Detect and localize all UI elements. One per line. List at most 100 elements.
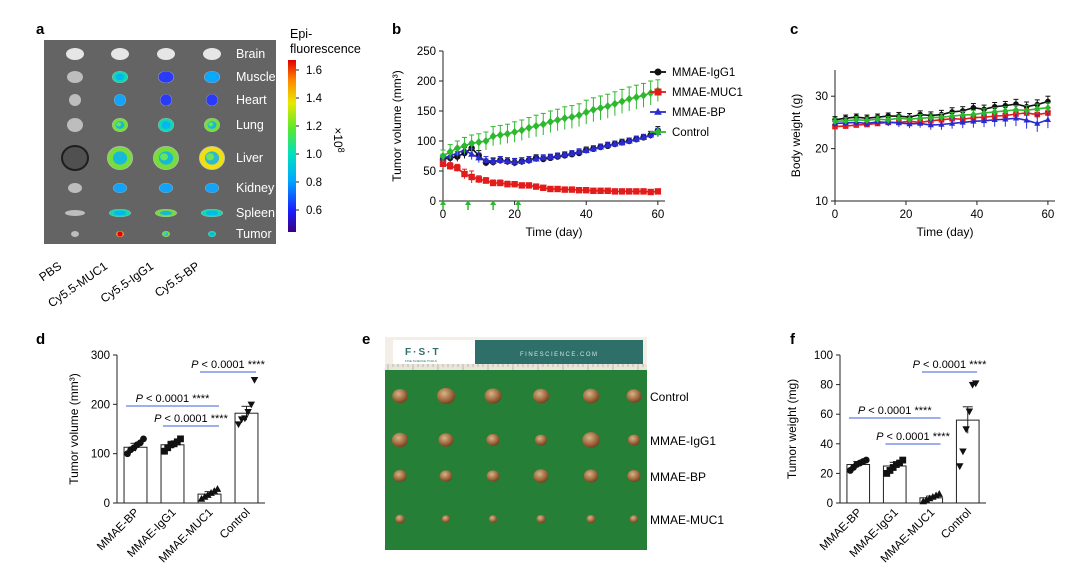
p-value: < 0.0001 **** xyxy=(883,431,950,443)
colorbar-title-1: Epi- xyxy=(290,27,312,41)
data-point xyxy=(959,111,966,119)
ruler-text: FINESCIENCE.COM xyxy=(520,352,599,358)
data-point xyxy=(582,108,590,117)
data-point xyxy=(475,176,483,183)
data-point xyxy=(518,157,526,164)
p-symbol: P xyxy=(154,413,162,425)
organ-brain-0 xyxy=(66,48,84,60)
data-point xyxy=(1034,105,1041,113)
data-point xyxy=(597,103,605,113)
data-point xyxy=(468,139,476,148)
legend-marker xyxy=(654,88,662,96)
x-tick-label: 40 xyxy=(580,209,593,221)
data-point xyxy=(561,186,568,193)
p-value: < 0.0001 **** xyxy=(143,393,210,405)
signal-core-spleen-3 xyxy=(205,210,219,216)
tumor-0-5 xyxy=(626,389,642,403)
data-point xyxy=(927,121,934,128)
data-point xyxy=(853,116,860,124)
signal-heart-1 xyxy=(114,94,126,106)
data-point xyxy=(554,185,561,193)
data-point xyxy=(539,153,547,161)
organ-liver-0 xyxy=(61,145,89,171)
tumor-3-5 xyxy=(629,515,639,523)
y-tick-label: 0 xyxy=(104,498,110,510)
legend-marker xyxy=(654,127,662,137)
tumor-1-1 xyxy=(438,433,454,447)
data-point xyxy=(453,144,461,153)
brand-logo: F·S·T xyxy=(405,347,441,358)
data-point xyxy=(604,102,612,111)
data-point xyxy=(197,494,206,502)
data-point xyxy=(1002,107,1009,115)
x-tick-label: 20 xyxy=(508,209,521,221)
tumor-3-4 xyxy=(586,514,596,524)
data-point xyxy=(590,187,597,194)
data-point xyxy=(241,415,249,423)
data-point xyxy=(489,157,497,164)
data-point xyxy=(632,93,640,102)
data-point xyxy=(439,160,447,167)
data-point xyxy=(965,408,974,416)
data-point xyxy=(539,120,547,129)
brand-sub: FINE SCIENCE TOOLS xyxy=(405,359,437,363)
organ-heart-0 xyxy=(69,94,81,106)
data-point xyxy=(213,485,222,492)
y-tick-label: 200 xyxy=(91,399,110,411)
panel-letter: d xyxy=(36,331,45,348)
row-label-mmae-igg1: MMAE-IgG1 xyxy=(650,434,716,448)
data-point xyxy=(962,426,970,434)
x-tick-label: 0 xyxy=(440,209,446,221)
data-point xyxy=(647,188,654,196)
colorbar-unit-base: ×10 xyxy=(331,127,345,148)
signal-kidney-3 xyxy=(205,183,219,193)
y-tick-label: 100 xyxy=(814,350,833,362)
data-point xyxy=(568,186,576,193)
data-point xyxy=(639,133,648,140)
data-point xyxy=(1002,115,1009,122)
data-point xyxy=(938,113,945,121)
p-symbol: P xyxy=(191,359,199,371)
organ-label-brain: Brain xyxy=(236,47,265,61)
data-point xyxy=(496,130,504,140)
x-tick-label: 20 xyxy=(900,209,913,221)
legend-label: MMAE-MUC1 xyxy=(672,87,743,99)
data-point xyxy=(482,136,490,146)
x-tick-label: 40 xyxy=(971,209,984,221)
organ-brain-1 xyxy=(111,48,129,60)
signal-kidney-2 xyxy=(159,183,173,193)
organ-brain-3 xyxy=(203,48,221,60)
data-point xyxy=(446,163,454,170)
row-label-mmae-bp: MMAE-BP xyxy=(650,470,706,484)
signal-peak-tumor-2 xyxy=(164,232,167,235)
data-point xyxy=(497,179,504,187)
panel-c: c 10 20 30 0 20 40 60 Time (day) Body weight (g) xyxy=(789,21,1055,239)
data-point xyxy=(461,170,468,178)
data-point xyxy=(525,156,533,163)
legend-label: MMAE-IgG1 xyxy=(672,67,735,79)
data-point xyxy=(504,181,511,188)
data-point xyxy=(546,117,554,126)
organ-tumor-0 xyxy=(71,231,79,237)
data-point xyxy=(625,94,633,104)
tumor-1-4 xyxy=(582,432,600,448)
data-point xyxy=(895,114,902,122)
organ-kidney-0 xyxy=(68,183,82,193)
colorbar-tick-label-3: 1.0 xyxy=(306,149,322,161)
data-point xyxy=(991,116,998,123)
data-point xyxy=(207,489,215,496)
data-point xyxy=(633,188,640,195)
data-point xyxy=(177,435,184,443)
signal-peak-lung-3 xyxy=(208,122,214,127)
signal-peak-lung-1 xyxy=(116,122,122,127)
data-point xyxy=(589,144,597,152)
y-tick-label: 40 xyxy=(820,439,833,451)
signal-kidney-1 xyxy=(113,183,127,193)
organ-label-heart: Heart xyxy=(236,93,267,107)
tumor-3-0 xyxy=(395,514,405,524)
data-point xyxy=(496,156,504,163)
signal-peak-liver-2 xyxy=(160,153,168,161)
tumor-1-5 xyxy=(628,434,640,446)
data-point xyxy=(1044,116,1051,123)
